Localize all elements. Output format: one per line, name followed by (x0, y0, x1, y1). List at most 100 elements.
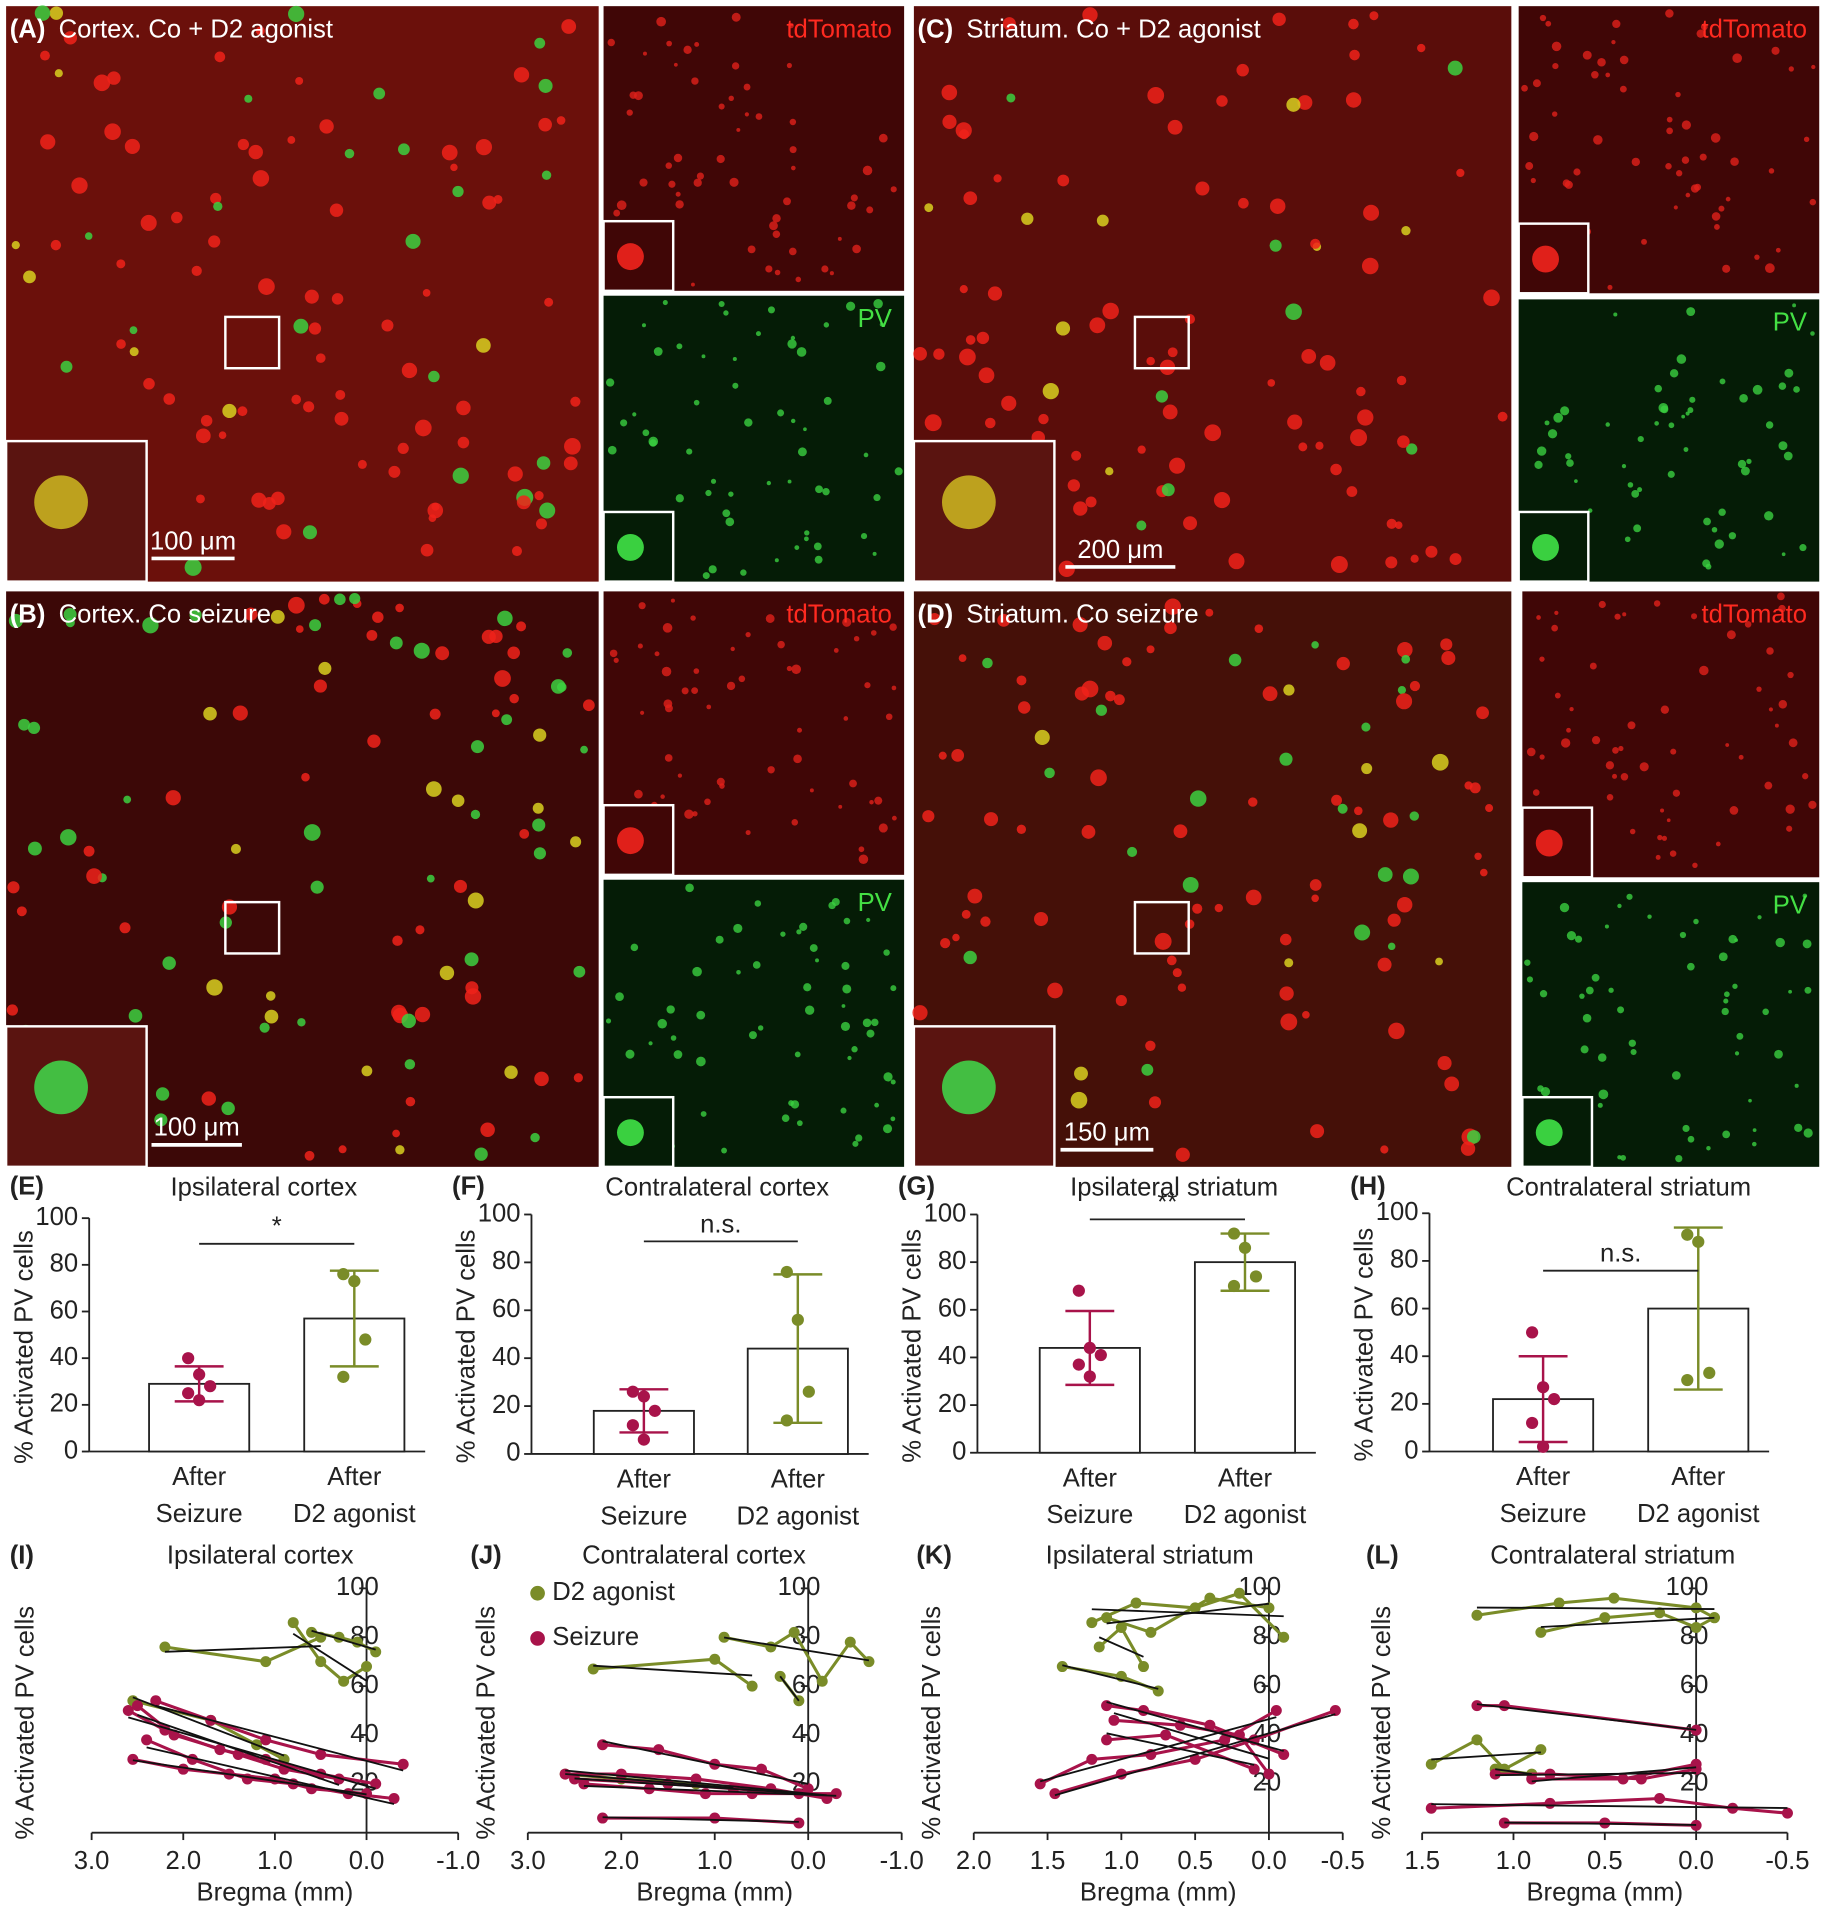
scale-bar-label: 200 μm (1077, 536, 1163, 564)
cell (1569, 706, 1574, 712)
roi-box (1133, 900, 1190, 955)
cell (1553, 412, 1564, 423)
cell (1809, 198, 1817, 206)
y-tick-label: 100 (1238, 1573, 1281, 1601)
cell (691, 687, 699, 695)
cell (804, 1005, 815, 1015)
cell (787, 339, 797, 349)
cell (1591, 736, 1601, 745)
cell (414, 419, 432, 437)
data-point (1278, 1749, 1290, 1761)
cell (684, 809, 694, 819)
y-axis-label: % Activated PV cells (10, 1230, 38, 1464)
cell (1096, 214, 1109, 227)
cell (1681, 120, 1691, 130)
cell (1526, 747, 1536, 757)
cell (1016, 675, 1027, 686)
cell (803, 983, 812, 992)
fit-line (1106, 1602, 1270, 1625)
cell (745, 632, 751, 638)
cell (1690, 184, 1700, 193)
cell (1669, 850, 1677, 857)
cell (563, 456, 578, 471)
cell (456, 400, 471, 416)
data-point (1489, 1768, 1501, 1780)
cell (142, 617, 159, 634)
cell (1700, 23, 1708, 31)
cell (829, 271, 834, 276)
cell (1580, 1045, 1589, 1054)
cell (573, 965, 586, 978)
cell (1346, 486, 1358, 497)
cell (1617, 903, 1622, 909)
data-point (844, 1636, 856, 1648)
data-point (793, 1817, 805, 1829)
cell (1136, 520, 1147, 531)
cell (772, 230, 781, 238)
cell (1778, 441, 1788, 451)
cell (1665, 9, 1674, 18)
cell (873, 494, 881, 502)
cell (155, 1087, 170, 1101)
cell (1598, 1089, 1609, 1100)
data-point (182, 1352, 195, 1365)
x-tick-label: -0.5 (1765, 1847, 1809, 1875)
panel-letter: (F) (452, 1172, 485, 1200)
cell (1248, 797, 1258, 807)
channel-label: tdTomato (786, 15, 891, 43)
x-tick-label: After (1063, 1464, 1118, 1492)
cell (27, 841, 42, 856)
cell (570, 836, 582, 848)
cell (1409, 811, 1420, 821)
cell (791, 165, 796, 171)
cell (1718, 952, 1728, 962)
cell (451, 794, 465, 808)
significance-label: ** (1157, 1188, 1177, 1216)
cell (1204, 424, 1222, 442)
cell (959, 348, 976, 366)
cell (1526, 976, 1534, 983)
cell (1666, 116, 1673, 123)
cell (851, 1046, 858, 1053)
cell (1387, 942, 1396, 951)
y-tick-label: 100 (478, 1199, 521, 1227)
cell (873, 299, 883, 309)
y-tick-label: 100 (924, 1199, 967, 1227)
cell (1624, 536, 1631, 543)
cell (536, 518, 547, 530)
cell (1736, 1032, 1744, 1040)
cell (556, 116, 566, 125)
cell (797, 447, 807, 457)
cell (885, 713, 893, 721)
cell (1687, 1135, 1695, 1143)
inset-cell (941, 475, 996, 530)
cell (426, 874, 435, 883)
fit-line (723, 1636, 870, 1662)
cell (1437, 1056, 1452, 1071)
cell (670, 1035, 677, 1041)
cell (405, 1096, 416, 1107)
data-point (1536, 1440, 1550, 1453)
cell (1447, 60, 1463, 76)
cell (1671, 1071, 1681, 1080)
x-axis-label: Bregma (mm) (197, 1879, 354, 1907)
cell (470, 809, 481, 820)
data-point (1093, 1641, 1105, 1653)
legend-marker (530, 1631, 545, 1646)
cell (1173, 824, 1188, 839)
cell (799, 922, 808, 931)
cell (1681, 414, 1686, 419)
y-axis-label: % Activated PV cells (918, 1606, 946, 1840)
cell (1497, 411, 1508, 422)
cell (1394, 521, 1403, 529)
cell (1545, 20, 1552, 27)
cell (1686, 307, 1696, 316)
cell (1788, 738, 1798, 748)
cell (1633, 524, 1642, 533)
cell (516, 495, 531, 510)
cell (774, 558, 779, 563)
cell (302, 525, 317, 540)
cell (422, 289, 431, 297)
cell (837, 236, 842, 241)
cell (1752, 384, 1763, 395)
